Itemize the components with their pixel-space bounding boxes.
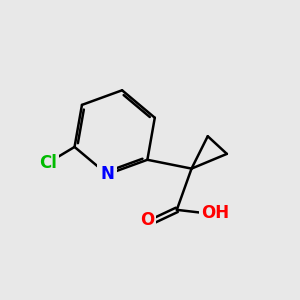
Text: O: O [140, 211, 154, 229]
Text: N: N [100, 165, 114, 183]
Text: Cl: Cl [39, 154, 57, 172]
Text: OH: OH [201, 204, 229, 222]
